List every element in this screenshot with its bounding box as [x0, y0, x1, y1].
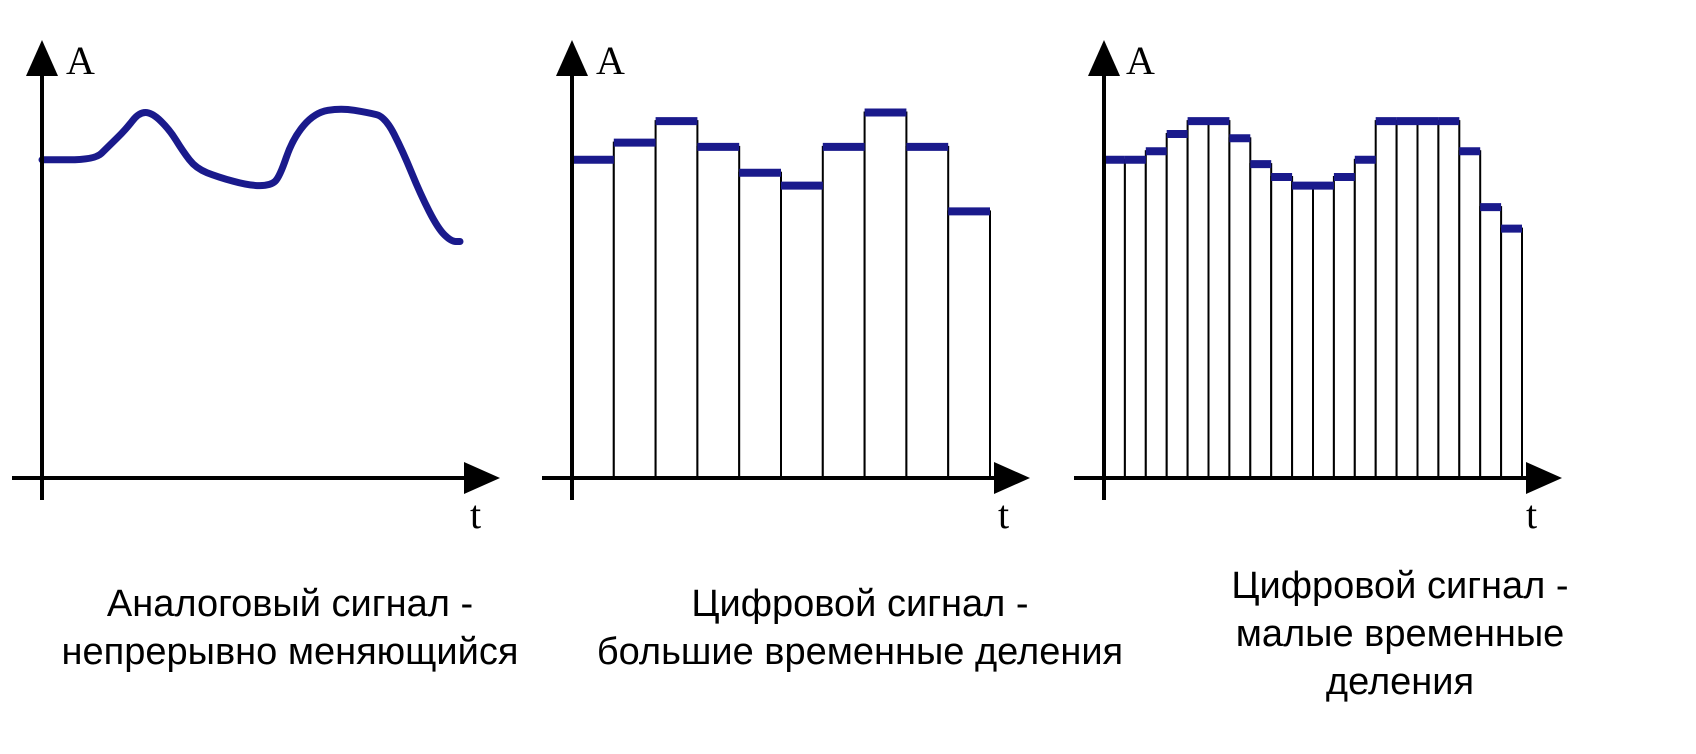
caption-line: большие временные деления — [580, 628, 1140, 676]
sample-bar — [1418, 121, 1439, 478]
caption-line: деления — [1180, 658, 1620, 706]
sample-bar — [1167, 134, 1188, 478]
sample-bar — [697, 147, 739, 478]
caption-line: малые временные — [1180, 610, 1620, 658]
sample-bar — [1334, 177, 1355, 478]
sample-bar — [781, 186, 823, 478]
sample-bar — [1313, 186, 1334, 478]
sample-bar — [1188, 121, 1209, 478]
analog-signal-panel: At — [12, 38, 492, 537]
y-axis-label: A — [66, 38, 95, 83]
caption-line: Цифровой сигнал - — [1180, 562, 1620, 610]
sample-bar — [1104, 160, 1125, 478]
sample-bar — [1292, 186, 1313, 478]
x-axis-label: t — [998, 492, 1009, 537]
sample-bar — [656, 121, 698, 478]
sample-bar — [1146, 151, 1167, 478]
analog-caption: Аналоговый сигнал - непрерывно меняющийс… — [40, 580, 540, 676]
caption-line: Аналоговый сигнал - — [40, 580, 540, 628]
digital-signal-small-panel: At — [1074, 38, 1554, 537]
caption-line: Цифровой сигнал - — [580, 580, 1140, 628]
sample-bar — [739, 173, 781, 478]
digital-signal-large-panel: At — [542, 38, 1022, 537]
caption-line: непрерывно меняющийся — [40, 628, 540, 676]
x-axis-label: t — [1526, 492, 1537, 537]
sample-bar — [1125, 160, 1146, 478]
sample-bar — [1459, 151, 1480, 478]
digital-small-caption: Цифровой сигнал - малые временные делени… — [1180, 562, 1620, 706]
sample-bar — [1271, 177, 1292, 478]
sample-bar — [865, 113, 907, 479]
sample-bar — [1376, 121, 1397, 478]
sample-bar — [948, 211, 990, 478]
sample-bar — [1250, 164, 1271, 478]
sample-bar — [1501, 229, 1522, 478]
sample-bar — [614, 143, 656, 478]
digital-large-caption: Цифровой сигнал - большие временные деле… — [580, 580, 1140, 676]
sample-bar — [1229, 138, 1250, 478]
x-axis-label: t — [470, 492, 481, 537]
sample-bar — [1480, 207, 1501, 478]
sample-bar — [1209, 121, 1230, 478]
sample-bar — [1438, 121, 1459, 478]
y-axis-label: A — [1126, 38, 1155, 83]
analog-signal-curve — [42, 109, 460, 241]
sample-bar — [572, 160, 614, 478]
sample-bar — [1355, 160, 1376, 478]
y-axis-label: A — [596, 38, 625, 83]
sample-bar — [1397, 121, 1418, 478]
sample-bar — [823, 147, 865, 478]
sample-bar — [906, 147, 948, 478]
